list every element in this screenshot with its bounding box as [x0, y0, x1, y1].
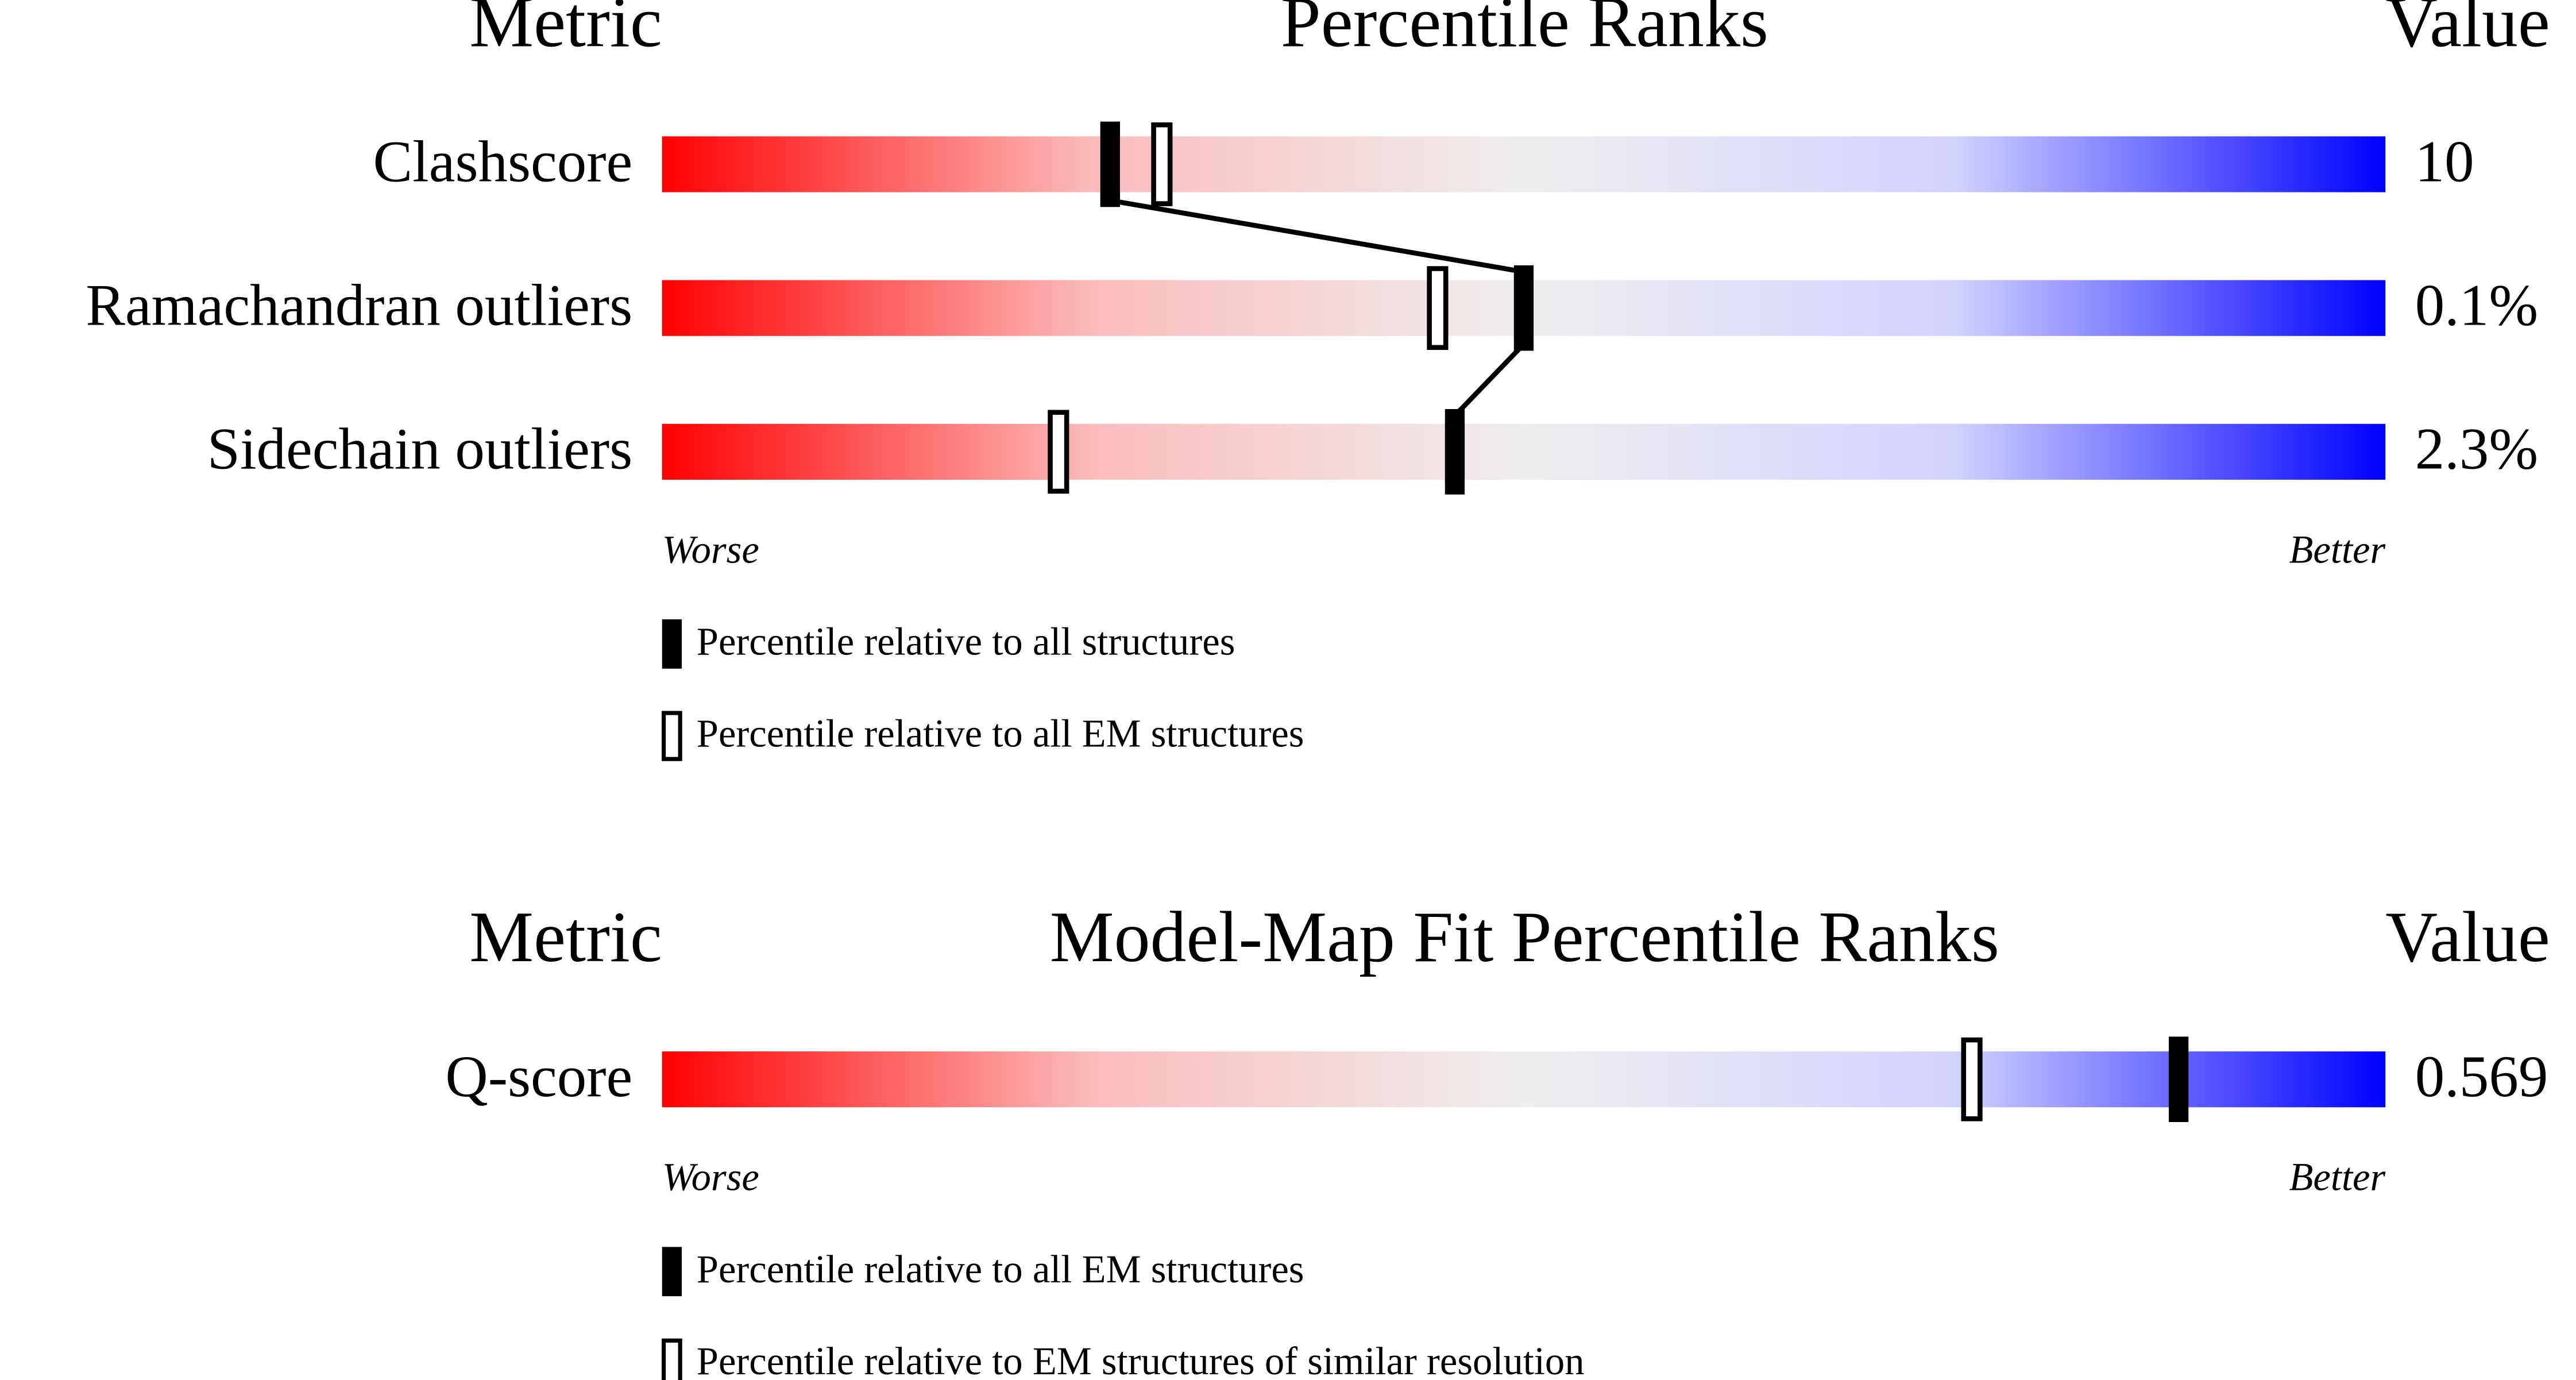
- percentile-marker: [1427, 266, 1449, 350]
- percentile-marker: [2168, 1036, 2189, 1123]
- chart-title: Percentile Ranks: [1281, 0, 1768, 62]
- metric-label: Clashscore: [373, 129, 632, 194]
- chart-title: Model-Map Fit Percentile Ranks: [1050, 897, 1999, 977]
- header-value: Value: [2385, 0, 2550, 62]
- legend-swatch: [662, 1247, 682, 1297]
- slider-bar: [662, 1051, 2386, 1108]
- legend-label: Percentile relative to all EM structures: [697, 1247, 1304, 1291]
- worse-label: Worse: [662, 527, 759, 571]
- percentile-marker: [1961, 1037, 1983, 1121]
- slider-bar: [662, 136, 2386, 192]
- percentile-marker: [1100, 121, 1121, 207]
- slider-bar: [662, 423, 2386, 480]
- connector-line: [1110, 198, 1524, 275]
- percentile-marker: [1048, 410, 1069, 494]
- legend-swatch: [662, 619, 682, 669]
- metric-label: Sidechain outliers: [207, 417, 633, 482]
- header-metric: Metric: [469, 897, 662, 977]
- legend-label: Percentile relative to EM structures of …: [697, 1339, 1585, 1380]
- metric-value: 2.3%: [2415, 417, 2538, 482]
- connector-line: [1453, 342, 1526, 418]
- percentile-marker: [1151, 122, 1173, 206]
- metric-value: 10: [2415, 129, 2474, 194]
- metric-value: 0.1%: [2415, 273, 2538, 338]
- percentile-marker: [1513, 265, 1534, 351]
- header-value: Value: [2385, 897, 2550, 977]
- legend-label: Percentile relative to all EM structures: [697, 712, 1304, 755]
- percentile-marker: [1445, 409, 1465, 495]
- legend-label: Percentile relative to all structures: [697, 620, 1235, 664]
- better-label: Better: [2289, 527, 2385, 571]
- metric-label: Ramachandran outliers: [86, 273, 632, 338]
- legend-swatch: [661, 1338, 682, 1380]
- better-label: Better: [2289, 1155, 2385, 1199]
- header-metric: Metric: [469, 0, 662, 62]
- metric-value: 0.569: [2415, 1044, 2548, 1109]
- legend-swatch: [661, 711, 682, 761]
- worse-label: Worse: [662, 1155, 759, 1199]
- metric-label: Q-score: [445, 1044, 632, 1109]
